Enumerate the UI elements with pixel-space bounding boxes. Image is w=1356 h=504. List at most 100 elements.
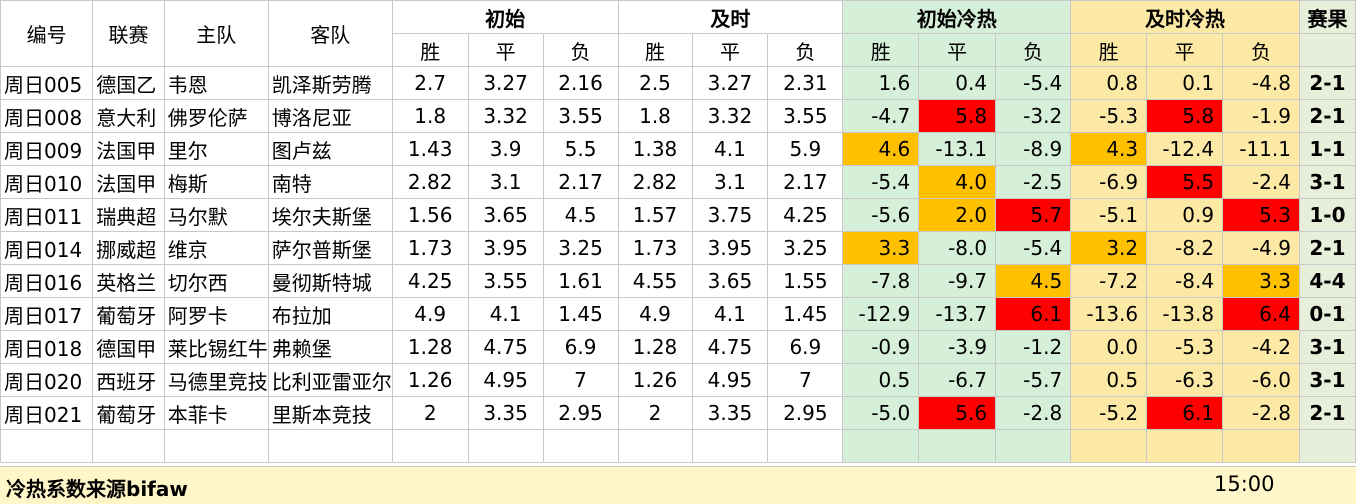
initial-heat-lose-cell[interactable]: -2.8	[995, 396, 1072, 430]
live-heat-lose-cell[interactable]: 6.4	[1222, 297, 1300, 331]
initial-win-odds-cell[interactable]: 1.26	[391, 363, 469, 397]
initial-heat-win-cell[interactable]: -7.8	[842, 264, 920, 298]
subheader-initial-draw[interactable]: 平	[467, 33, 544, 67]
away-team-cell[interactable]: 博洛尼亚	[267, 99, 393, 133]
home-team-cell[interactable]: 维京	[163, 231, 269, 265]
live-win-odds-cell[interactable]: 1.57	[617, 198, 693, 232]
live-draw-odds-cell[interactable]: 4.75	[691, 330, 769, 364]
initial-heat-win-cell[interactable]: 3.3	[842, 231, 920, 265]
match-id-cell[interactable]: 周日016	[0, 264, 94, 298]
subheader-initial-lose[interactable]: 负	[542, 33, 619, 67]
match-id-cell[interactable]: 周日018	[0, 330, 94, 364]
live-heat-win-cell[interactable]: 0.5	[1070, 363, 1148, 397]
live-draw-odds-cell[interactable]: 3.1	[691, 165, 769, 199]
initial-win-odds-cell[interactable]: 1.28	[391, 330, 469, 364]
live-lose-odds-cell[interactable]: 5.9	[767, 132, 844, 166]
header-id[interactable]: 编号	[0, 0, 94, 67]
live-draw-odds-cell[interactable]: 3.35	[691, 396, 769, 430]
home-team-cell[interactable]: 本菲卡	[163, 396, 269, 430]
initial-heat-win-cell[interactable]: -5.0	[842, 396, 920, 430]
live-heat-win-cell[interactable]: 3.2	[1070, 231, 1148, 265]
header-home[interactable]: 主队	[163, 0, 269, 67]
live-heat-lose-cell[interactable]: -4.9	[1222, 231, 1300, 265]
live-heat-draw-cell[interactable]: -8.4	[1146, 264, 1224, 298]
match-result-cell[interactable]: 3-1	[1298, 165, 1356, 199]
league-cell[interactable]: 法国甲	[92, 132, 165, 166]
league-cell[interactable]: 葡萄牙	[92, 396, 165, 430]
home-team-cell[interactable]: 里尔	[163, 132, 269, 166]
live-heat-draw-cell[interactable]: 6.1	[1146, 396, 1224, 430]
match-result-cell[interactable]: 4-4	[1298, 264, 1356, 298]
initial-heat-draw-cell[interactable]: -8.0	[918, 231, 997, 265]
home-team-cell[interactable]: 韦恩	[163, 66, 269, 100]
empty-cell[interactable]	[542, 429, 619, 463]
live-heat-lose-cell[interactable]: -11.1	[1222, 132, 1300, 166]
empty-cell[interactable]	[1070, 429, 1148, 463]
live-heat-draw-cell[interactable]: -13.8	[1146, 297, 1224, 331]
initial-heat-lose-cell[interactable]: -2.5	[995, 165, 1072, 199]
initial-heat-win-cell[interactable]: 1.6	[842, 66, 920, 100]
live-heat-draw-cell[interactable]: 5.5	[1146, 165, 1224, 199]
initial-heat-win-cell[interactable]: 0.5	[842, 363, 920, 397]
initial-lose-odds-cell[interactable]: 4.5	[542, 198, 619, 232]
initial-draw-odds-cell[interactable]: 3.95	[467, 231, 544, 265]
initial-heat-lose-cell[interactable]: -5.7	[995, 363, 1072, 397]
empty-cell[interactable]	[995, 429, 1072, 463]
away-team-cell[interactable]: 南特	[267, 165, 393, 199]
live-win-odds-cell[interactable]: 1.8	[617, 99, 693, 133]
header-result[interactable]: 赛果	[1298, 0, 1356, 34]
league-cell[interactable]: 挪威超	[92, 231, 165, 265]
live-heat-lose-cell[interactable]: -4.8	[1222, 66, 1300, 100]
initial-draw-odds-cell[interactable]: 3.35	[467, 396, 544, 430]
initial-lose-odds-cell[interactable]: 7	[542, 363, 619, 397]
match-id-cell[interactable]: 周日017	[0, 297, 94, 331]
live-heat-win-cell[interactable]: -7.2	[1070, 264, 1148, 298]
initial-heat-win-cell[interactable]: -4.7	[842, 99, 920, 133]
live-heat-win-cell[interactable]: -5.1	[1070, 198, 1148, 232]
live-lose-odds-cell[interactable]: 2.95	[767, 396, 844, 430]
initial-win-odds-cell[interactable]: 1.56	[391, 198, 469, 232]
initial-heat-draw-cell[interactable]: -3.9	[918, 330, 997, 364]
live-heat-draw-cell[interactable]: -6.3	[1146, 363, 1224, 397]
initial-heat-lose-cell[interactable]: -1.2	[995, 330, 1072, 364]
away-team-cell[interactable]: 曼彻斯特城	[267, 264, 393, 298]
subheader-live-win[interactable]: 胜	[617, 33, 693, 67]
match-id-cell[interactable]: 周日005	[0, 66, 94, 100]
empty-cell[interactable]	[1222, 429, 1300, 463]
away-team-cell[interactable]: 埃尔夫斯堡	[267, 198, 393, 232]
initial-heat-lose-cell[interactable]: -5.4	[995, 231, 1072, 265]
subheader-iheat-lose[interactable]: 负	[995, 33, 1072, 67]
live-draw-odds-cell[interactable]: 3.32	[691, 99, 769, 133]
empty-cell[interactable]	[163, 429, 269, 463]
initial-win-odds-cell[interactable]: 1.8	[391, 99, 469, 133]
home-team-cell[interactable]: 马尔默	[163, 198, 269, 232]
initial-draw-odds-cell[interactable]: 3.65	[467, 198, 544, 232]
away-team-cell[interactable]: 弗赖堡	[267, 330, 393, 364]
live-win-odds-cell[interactable]: 1.26	[617, 363, 693, 397]
live-heat-draw-cell[interactable]: 0.9	[1146, 198, 1224, 232]
initial-win-odds-cell[interactable]: 2.82	[391, 165, 469, 199]
subheader-live-lose[interactable]: 负	[767, 33, 844, 67]
initial-draw-odds-cell[interactable]: 3.27	[467, 66, 544, 100]
home-team-cell[interactable]: 梅斯	[163, 165, 269, 199]
live-win-odds-cell[interactable]: 1.73	[617, 231, 693, 265]
match-result-cell[interactable]: 2-1	[1298, 231, 1356, 265]
live-heat-draw-cell[interactable]: -5.3	[1146, 330, 1224, 364]
initial-heat-draw-cell[interactable]: 2.0	[918, 198, 997, 232]
match-result-cell[interactable]: 0-1	[1298, 297, 1356, 331]
initial-draw-odds-cell[interactable]: 3.32	[467, 99, 544, 133]
league-cell[interactable]: 葡萄牙	[92, 297, 165, 331]
match-result-cell[interactable]: 1-0	[1298, 198, 1356, 232]
empty-cell[interactable]	[767, 429, 844, 463]
live-heat-lose-cell[interactable]: -1.9	[1222, 99, 1300, 133]
match-result-cell[interactable]: 2-1	[1298, 66, 1356, 100]
live-lose-odds-cell[interactable]: 4.25	[767, 198, 844, 232]
initial-heat-draw-cell[interactable]: 0.4	[918, 66, 997, 100]
empty-cell[interactable]	[391, 429, 469, 463]
live-heat-lose-cell[interactable]: -4.2	[1222, 330, 1300, 364]
match-id-cell[interactable]: 周日021	[0, 396, 94, 430]
subheader-live-draw[interactable]: 平	[691, 33, 769, 67]
league-cell[interactable]: 英格兰	[92, 264, 165, 298]
empty-cell[interactable]	[92, 429, 165, 463]
empty-cell[interactable]	[1146, 429, 1224, 463]
